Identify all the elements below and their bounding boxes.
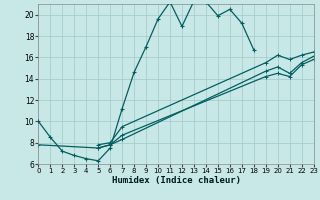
X-axis label: Humidex (Indice chaleur): Humidex (Indice chaleur) xyxy=(111,176,241,185)
